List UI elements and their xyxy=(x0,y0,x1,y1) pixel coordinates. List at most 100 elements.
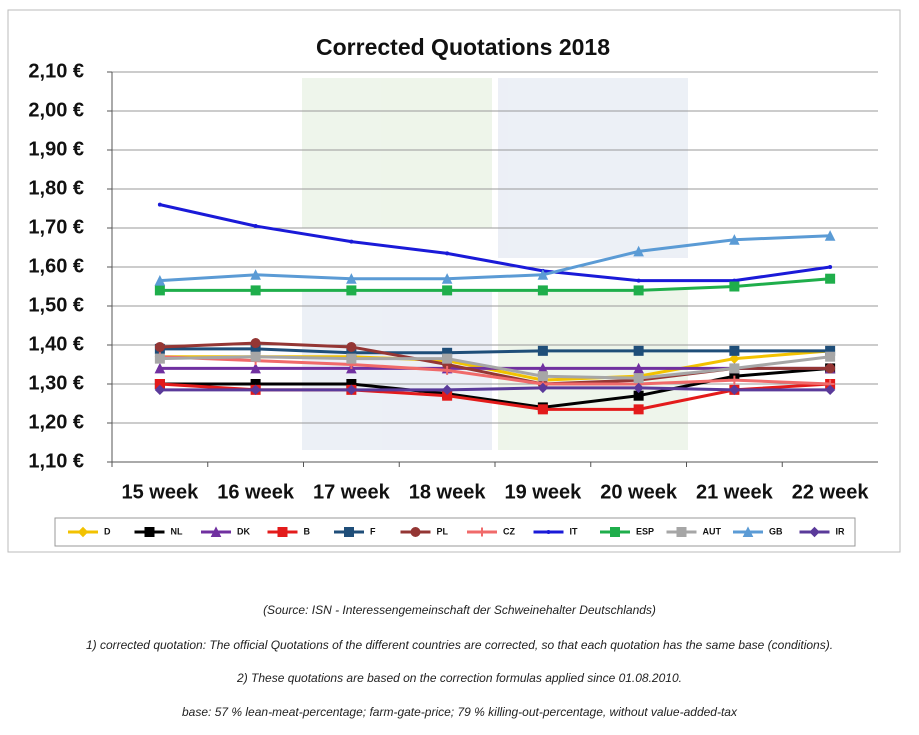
legend-label: B xyxy=(304,526,311,536)
data-point xyxy=(729,375,739,385)
data-point xyxy=(250,285,261,296)
legend-label: ESP xyxy=(636,526,654,536)
data-point xyxy=(537,404,548,415)
data-point xyxy=(154,362,166,374)
series-line xyxy=(159,347,831,355)
data-point xyxy=(537,269,549,280)
legend-marker xyxy=(344,527,354,537)
data-point xyxy=(633,382,644,394)
data-point xyxy=(445,251,450,256)
y-tick-label: 1,40 € xyxy=(28,333,84,355)
data-point xyxy=(154,384,166,396)
series xyxy=(154,230,836,286)
y-tick-label: 1,90 € xyxy=(28,138,84,160)
legend-marker xyxy=(477,527,487,537)
data-point xyxy=(442,353,453,364)
chart: Corrected Quotations 2018 1,10 € 1,20 € 1,… xyxy=(7,9,901,553)
y-tick-label: 2,10 € xyxy=(28,60,84,82)
x-tick-label: 15 week xyxy=(122,481,200,503)
data-point xyxy=(157,202,162,207)
chart-title: Corrected Quotations 2018 xyxy=(316,34,610,60)
data-point xyxy=(633,345,644,356)
data-point xyxy=(633,245,644,257)
data-point xyxy=(633,285,644,296)
data-point xyxy=(633,404,644,415)
data-point xyxy=(824,384,836,396)
legend-label: GB xyxy=(769,526,783,536)
data-point xyxy=(349,239,354,244)
series-line xyxy=(159,234,831,283)
data-point xyxy=(825,363,836,374)
data-point xyxy=(250,351,261,362)
legend-marker xyxy=(210,526,222,537)
y-tick-label: 2,00 € xyxy=(28,99,84,121)
data-point xyxy=(824,230,836,241)
legend-label: F xyxy=(370,526,376,536)
data-point xyxy=(729,384,740,396)
y-tick-label: 1,10 € xyxy=(28,450,84,472)
legend-marker xyxy=(144,527,155,537)
series-line xyxy=(159,203,831,283)
data-point xyxy=(537,345,548,356)
data-point xyxy=(154,341,165,352)
legend-marker xyxy=(77,526,89,538)
x-tick-label: 18 week xyxy=(409,481,487,503)
legend-marker xyxy=(277,527,288,537)
note: 1) corrected quotation: The official Quo… xyxy=(85,638,834,652)
data-point xyxy=(250,362,261,374)
data-point xyxy=(154,285,165,296)
data-point xyxy=(633,362,644,374)
legend-label: IR xyxy=(836,526,846,536)
y-tick-label: 1,70 € xyxy=(28,216,84,238)
data-point xyxy=(441,273,453,284)
data-point xyxy=(250,384,261,396)
x-tick-label: 16 week xyxy=(217,481,295,503)
data-point xyxy=(253,224,258,229)
data-point xyxy=(154,353,165,364)
legend-label: IT xyxy=(570,526,579,536)
series xyxy=(154,351,836,384)
x-tick-label: 19 week xyxy=(505,481,583,503)
data-point xyxy=(537,371,548,382)
data-point xyxy=(729,281,740,292)
x-tick-label: 20 week xyxy=(600,481,678,503)
data-point xyxy=(346,384,357,396)
y-tick-label: 1,80 € xyxy=(28,177,84,199)
data-point xyxy=(729,234,740,245)
legend-marker xyxy=(610,527,620,537)
note: 2) These quotations are based on the cor… xyxy=(237,671,682,685)
legend-label: D xyxy=(104,526,111,536)
x-tick-label: 22 week xyxy=(792,481,870,503)
legend-marker xyxy=(410,527,421,537)
series-line xyxy=(159,355,831,386)
data-point xyxy=(537,285,548,296)
data-point xyxy=(729,363,740,374)
series-line xyxy=(159,277,831,292)
data-point xyxy=(825,351,836,362)
data-point xyxy=(154,275,166,286)
data-point xyxy=(250,269,261,280)
y-tick-label: 1,60 € xyxy=(28,255,84,277)
legend-label: DK xyxy=(237,526,250,536)
data-point xyxy=(442,285,453,296)
data-point xyxy=(250,338,261,349)
legend-label: AUT xyxy=(703,526,722,536)
x-tick-label: 17 week xyxy=(313,481,391,503)
series-line xyxy=(159,355,831,380)
data-point xyxy=(346,285,357,296)
data-point xyxy=(825,273,836,284)
series xyxy=(154,273,836,296)
data-point xyxy=(441,384,453,396)
legend-marker xyxy=(742,526,754,537)
y-tick-label: 1,30 € xyxy=(28,372,84,394)
y-tick-label: 1,20 € xyxy=(28,411,84,433)
data-point xyxy=(346,273,357,284)
x-tick-label: 21 week xyxy=(696,481,774,503)
legend-label: CZ xyxy=(503,526,515,536)
note: base: 57 % lean-meat-percentage; farm-ga… xyxy=(182,705,737,719)
legend-label: NL xyxy=(171,526,183,536)
legend xyxy=(54,517,856,547)
data-point xyxy=(346,341,357,352)
data-point xyxy=(442,365,452,375)
